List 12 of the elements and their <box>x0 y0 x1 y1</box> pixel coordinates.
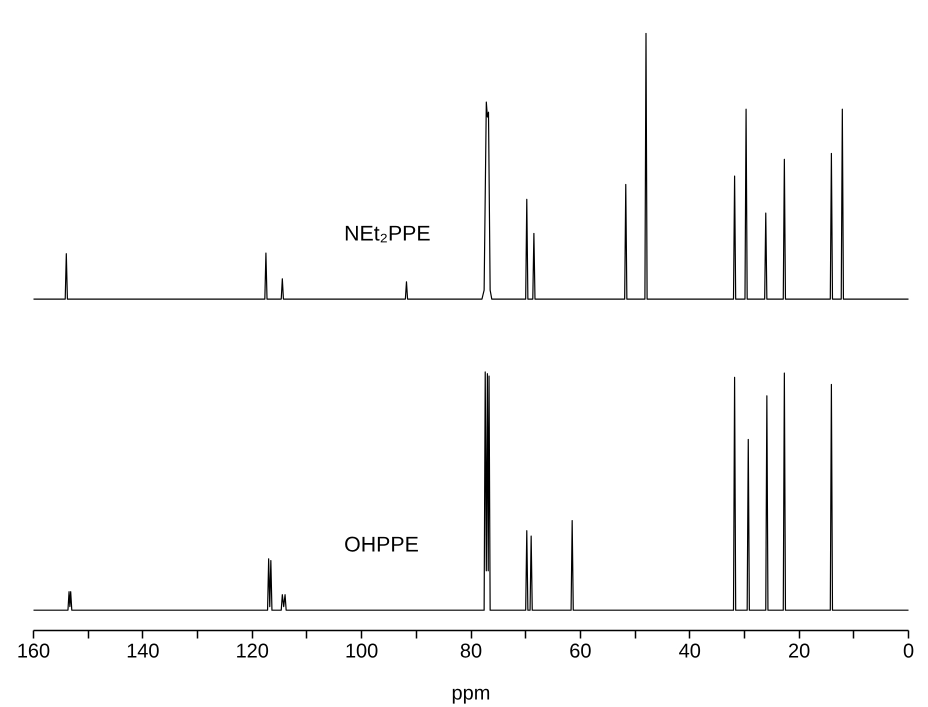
text: NEt₂PPE <box>344 221 431 246</box>
x-tick-label: 120 <box>236 640 269 662</box>
x-axis-title: ppm <box>452 682 490 704</box>
x-tick-label: 60 <box>569 640 592 662</box>
text: OHPPE <box>344 532 419 556</box>
x-tick-label: 100 <box>344 640 378 662</box>
x-tick-label: 160 <box>16 640 50 662</box>
x-tick-label: 80 <box>460 640 482 662</box>
x-tick-label: 0 <box>902 640 914 662</box>
x-tick-label: 140 <box>126 640 160 662</box>
x-tick-label: 40 <box>678 640 701 662</box>
x-tick-label: 20 <box>788 640 810 662</box>
